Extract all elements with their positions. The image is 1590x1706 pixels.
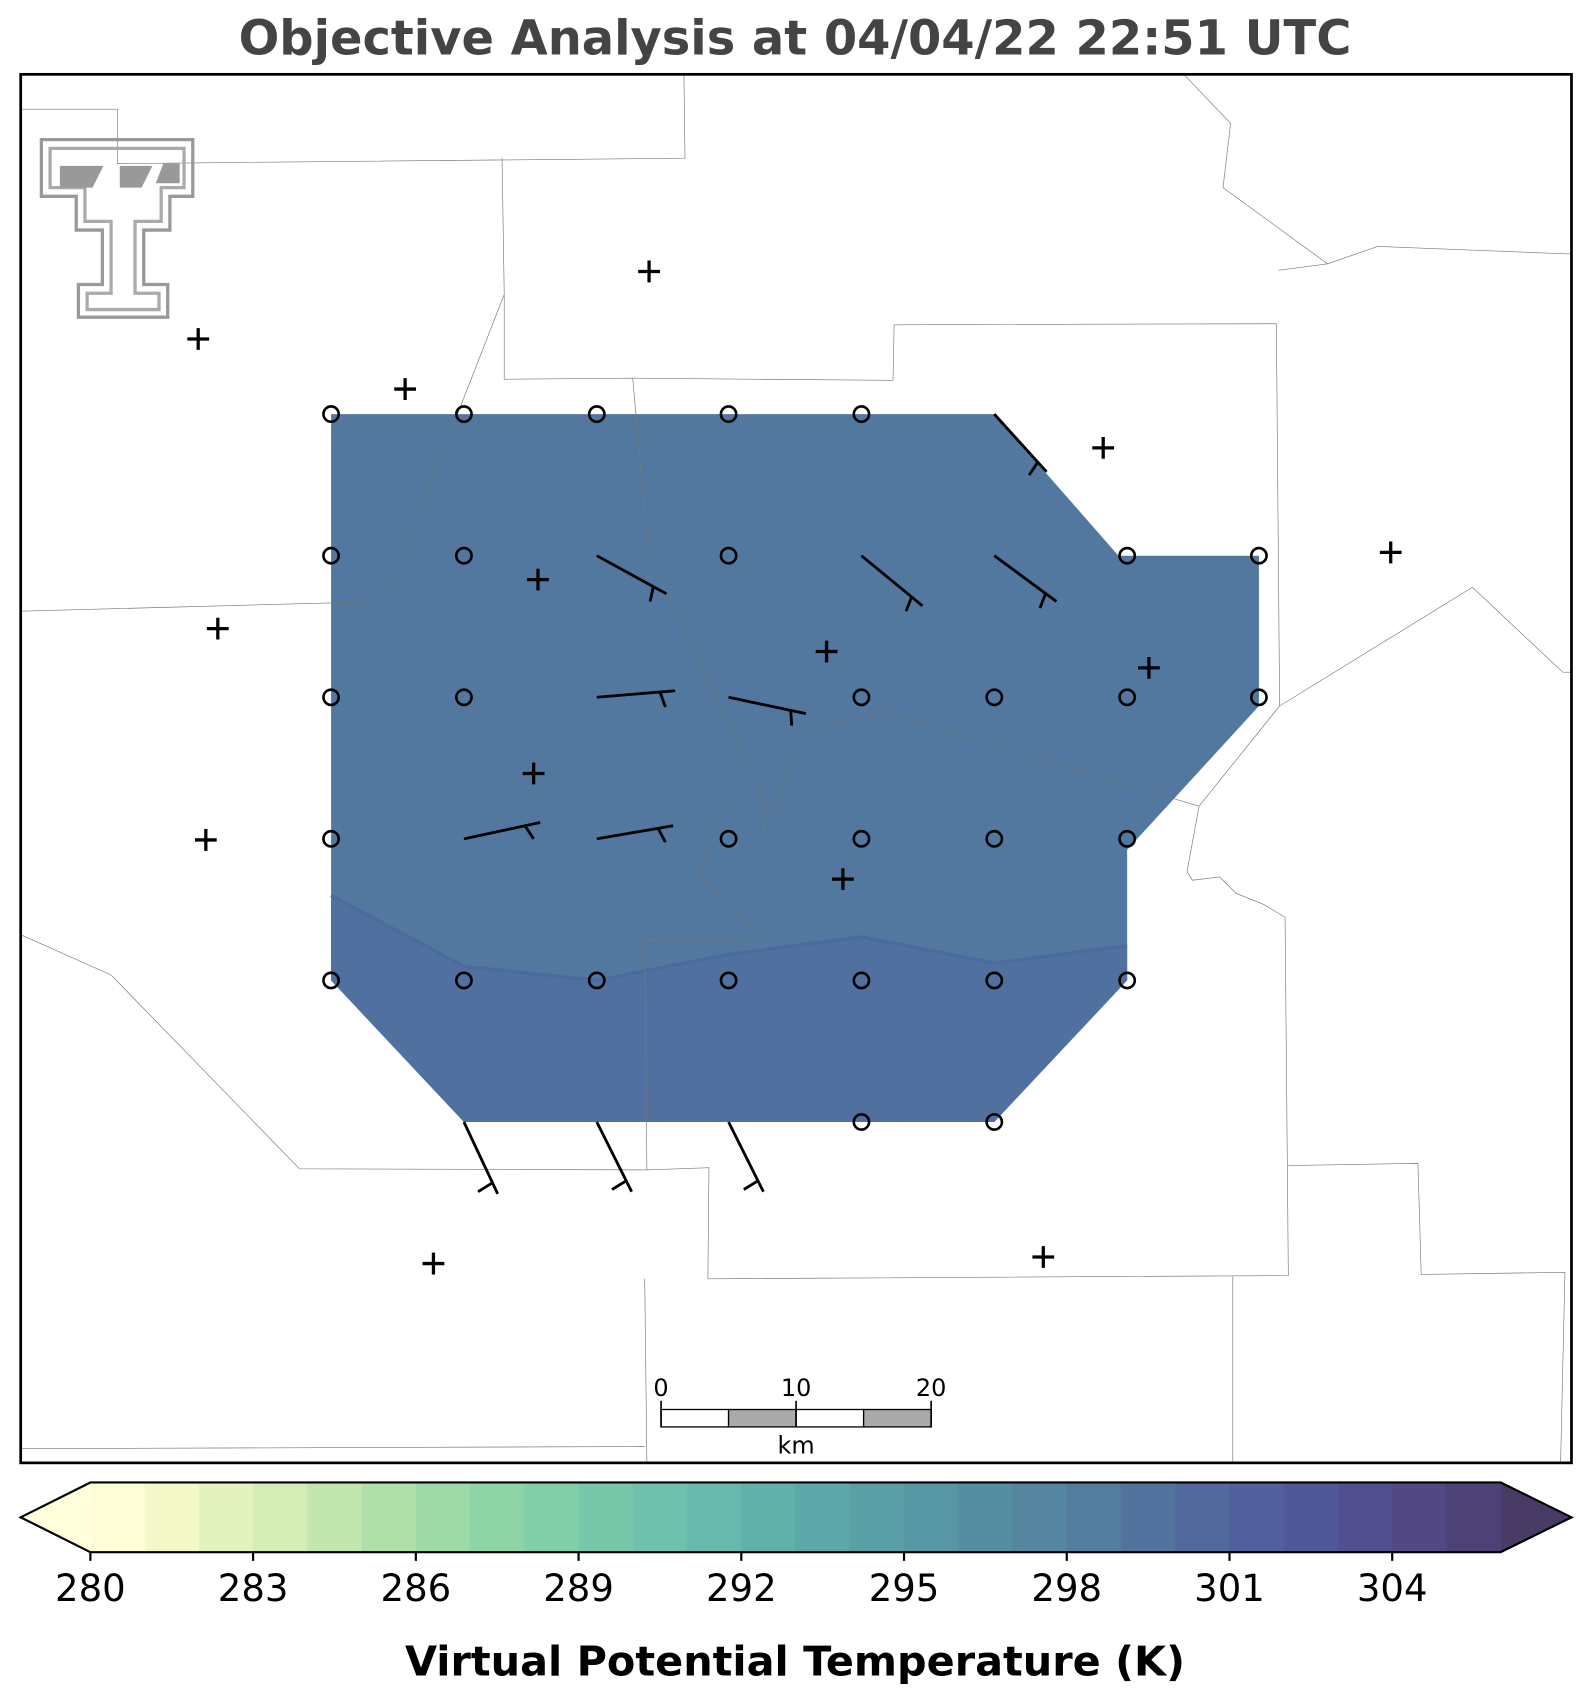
colorbar-bin [795, 1482, 851, 1553]
colorbar-label: Virtual Potential Temperature (K) [405, 1637, 1185, 1685]
analysis-fill [331, 414, 1259, 1122]
stations [187, 260, 1402, 1275]
colorbar-tick-label: 286 [381, 1567, 452, 1610]
colorbar-bin [415, 1482, 471, 1553]
logo [39, 138, 195, 319]
colorbar-bin [1121, 1482, 1176, 1553]
scale-unit: km [777, 1432, 814, 1460]
scale-segment [862, 1408, 932, 1428]
wind-barbs [462, 413, 1058, 1195]
map: 0 10 20 km [19, 72, 1573, 1465]
colorbar-bin [578, 1482, 634, 1553]
colorbar-bin [1337, 1482, 1393, 1553]
colorbar-bin [90, 1482, 146, 1553]
scale-bar: 0 10 20 km [653, 1374, 946, 1460]
colorbar-bin [253, 1482, 308, 1553]
colorbar-bin [1066, 1482, 1122, 1553]
colorbar-tick-label: 295 [869, 1567, 940, 1610]
colorbar-bin [1446, 1482, 1502, 1553]
scale-segment [795, 1408, 865, 1428]
colorbar-bin [144, 1482, 200, 1553]
colorbar-under [20, 1482, 91, 1553]
colorbar-bin [687, 1482, 742, 1553]
title: Objective Analysis at 04/04/22 22:51 UTC [239, 12, 1352, 67]
scale-segment [727, 1408, 797, 1428]
colorbar-bin [198, 1482, 254, 1553]
colorbar-bin [1283, 1482, 1339, 1553]
scale-tick-label: 20 [916, 1374, 946, 1402]
map-frame [19, 72, 1573, 1465]
colorbar-bin [1229, 1482, 1285, 1553]
scale-tick-label: 10 [781, 1374, 811, 1402]
scale-segment [660, 1408, 730, 1428]
colorbar-bin [632, 1482, 688, 1553]
colorbar-bin [1175, 1482, 1231, 1553]
colorbar-tick-label: 280 [55, 1567, 126, 1610]
colorbar-tick-label: 298 [1031, 1567, 1102, 1610]
colorbar-bin [849, 1482, 905, 1553]
colorbar-tick-label: 289 [543, 1567, 614, 1610]
colorbar-tick-label: 301 [1194, 1567, 1265, 1610]
contour [330, 894, 1128, 983]
county-borders [20, 74, 1572, 1463]
colorbar-over [1500, 1482, 1572, 1553]
colorbar-bin [1392, 1482, 1448, 1553]
colorbar-bin [361, 1482, 417, 1553]
scale-tick-label: 0 [653, 1374, 668, 1402]
colorbar-bin [904, 1482, 959, 1553]
colorbar-bin [524, 1482, 580, 1553]
colorbar-tick-label: 283 [218, 1567, 289, 1610]
colorbar-bin [958, 1482, 1014, 1553]
colorbar: Virtual Potential Temperature (K) 280 283… [18, 1481, 1574, 1685]
colorbar-bin [1012, 1482, 1068, 1553]
analysis-fill-upper [331, 895, 1128, 1122]
colorbar-bin [307, 1482, 363, 1553]
colorbar-bin [741, 1482, 797, 1553]
calm-markers [322, 405, 1268, 1131]
colorbar-tick-label: 304 [1357, 1567, 1428, 1610]
colorbar-tick-label: 292 [706, 1567, 777, 1610]
colorbar-bin [470, 1482, 525, 1553]
